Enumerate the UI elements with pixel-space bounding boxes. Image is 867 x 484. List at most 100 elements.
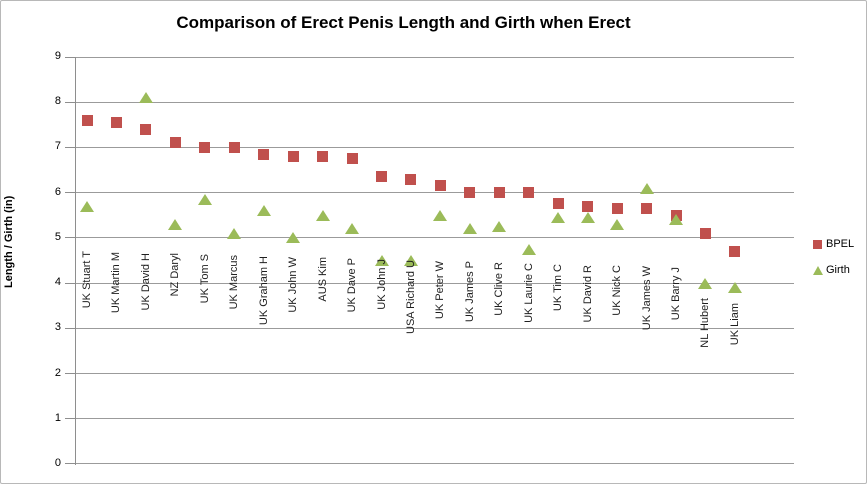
girth-marker (345, 223, 360, 235)
bpel-marker (729, 245, 741, 257)
bpel-marker (376, 171, 387, 183)
y-tick-label: 0 (54, 456, 61, 469)
y-tick-label: 8 (54, 95, 61, 108)
y-tick-label: 7 (54, 140, 61, 153)
girth-marker (462, 223, 477, 235)
category-label: USA Richard U (404, 259, 417, 334)
bpel-marker (699, 227, 711, 239)
category-label: UK Graham H (257, 255, 270, 325)
girth-swatch-icon (813, 265, 823, 275)
category-label: UK Tom S (198, 254, 211, 304)
gridline (76, 56, 794, 58)
gridline (76, 418, 794, 420)
girth-marker (315, 209, 330, 221)
gridline (76, 237, 794, 239)
category-label: AUS Kim (316, 257, 329, 303)
y-axis-tick (65, 463, 76, 465)
girth-marker (256, 205, 271, 217)
gridline (76, 463, 794, 465)
legend-item-bpel: BPEL (813, 237, 865, 251)
y-tick-label: 5 (54, 230, 61, 243)
category-label: UK Clive R (493, 262, 506, 316)
girth-marker (669, 214, 683, 226)
gridline (76, 146, 794, 148)
y-axis-tick (65, 418, 76, 420)
bpel-marker (582, 200, 594, 212)
category-label: UK Dave P (346, 258, 359, 313)
legend-label-bpel: BPEL (826, 238, 855, 250)
bpel-marker (434, 180, 446, 192)
chart-title: Comparison of Erect Penis Length and Gir… (176, 13, 631, 32)
category-label: UK Stuart T (81, 251, 93, 309)
y-axis-title-text: Length / Girth (in) (3, 195, 15, 288)
girth-marker (727, 282, 742, 294)
girth-marker (521, 243, 536, 255)
category-label: UK Tim C (552, 263, 565, 311)
gridline (76, 282, 794, 284)
y-axis-tick (65, 101, 76, 103)
girth-marker (374, 254, 389, 266)
girth-marker (433, 209, 448, 221)
category-label: UK John W (287, 256, 300, 313)
bpel-marker (641, 202, 653, 214)
category-label: UK James P (463, 261, 476, 323)
bpel-marker (493, 187, 505, 199)
bpel-marker (464, 187, 476, 199)
y-tick-label: 4 (54, 276, 61, 289)
bpel-swatch-icon (813, 239, 822, 249)
y-tick-label: 2 (54, 366, 61, 379)
y-axis-tick (65, 146, 76, 148)
bpel-marker (611, 202, 623, 214)
category-label: UK Martin M (110, 251, 123, 313)
y-axis-tick (65, 56, 76, 58)
category-label: UK Barry J (670, 267, 682, 321)
category-label: UK Marcus (228, 255, 241, 310)
category-label: UK Peter W (434, 260, 447, 319)
plot-area (76, 56, 794, 465)
girth-marker (403, 254, 418, 266)
y-axis-tick (65, 192, 76, 194)
gridline (76, 101, 794, 103)
bpel-marker (140, 123, 152, 135)
y-tick-label: 1 (54, 411, 61, 424)
girth-marker (639, 182, 654, 194)
girth-marker (551, 212, 566, 224)
bpel-marker (81, 114, 93, 126)
bpel-marker (169, 137, 181, 149)
y-axis-line (75, 57, 76, 465)
y-tick-label: 6 (54, 185, 61, 198)
gridline (76, 327, 794, 329)
category-label: UK Liam (728, 303, 741, 346)
girth-marker (138, 92, 153, 104)
bpel-marker (287, 150, 299, 162)
category-label: UK James W (640, 266, 653, 331)
category-label: NL Hubert (699, 298, 712, 348)
category-label: UK David H (139, 252, 152, 311)
bpel-marker (110, 117, 122, 129)
girth-marker (168, 218, 183, 230)
category-label: UK John J (375, 259, 388, 310)
category-label: NZ Daryl (169, 253, 182, 297)
y-tick-label: 9 (54, 50, 61, 62)
bpel-marker (228, 141, 240, 153)
bpel-marker (317, 150, 329, 162)
category-label: UK David R (581, 264, 594, 323)
bpel-marker (199, 141, 211, 153)
y-axis-tick (65, 237, 76, 239)
y-axis-tick (65, 373, 76, 375)
girth-marker (227, 227, 242, 239)
bpel-marker (552, 198, 564, 210)
girth-marker (698, 277, 713, 289)
legend-item-girth: Girth (813, 263, 865, 277)
category-label: UK Laurie C (522, 263, 535, 323)
category-label: UK Nick C (611, 265, 624, 317)
bpel-marker (523, 187, 535, 199)
bpel-marker (258, 148, 270, 160)
legend: BPEL Girth (813, 237, 865, 289)
girth-marker (197, 193, 212, 205)
y-axis-tick (65, 282, 76, 284)
bpel-marker (346, 153, 358, 165)
girth-marker (580, 212, 595, 224)
gridline (76, 192, 794, 194)
